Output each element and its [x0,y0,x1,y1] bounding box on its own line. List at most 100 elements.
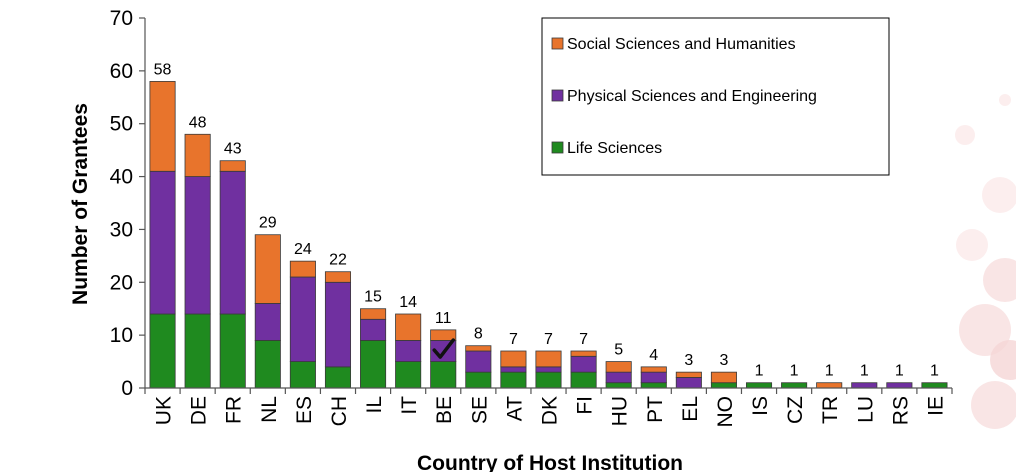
x-tick-label: UK [153,396,176,425]
legend-label: Social Sciences and Humanities [567,36,796,53]
bar-total-label: 1 [755,363,764,380]
bar-segment-ch-physical-sciences-and-engineering [324,281,352,368]
x-tick-label: EL [679,396,702,422]
bar-segment-il-physical-sciences-and-engineering [360,318,387,341]
bar-segment-at-physical-sciences-and-engineering [500,366,527,373]
bar-segment-fi-life-sciences [570,371,597,389]
bar-segment-nl-social-sciences-and-humanities [254,234,281,304]
bar-total-label: 1 [790,363,799,380]
bar-segment-pt-life-sciences [640,382,667,389]
x-tick-label: FR [223,396,246,424]
y-tick-label: 30 [110,218,133,241]
x-tick-label: LU [854,396,877,423]
legend-box [541,17,890,176]
bar-segment-hu-social-sciences-and-humanities [605,361,632,373]
x-tick-label: RS [889,396,912,425]
bar-total-label: 7 [579,331,588,348]
bar-segment-fr-life-sciences [219,313,246,389]
bar-stacks [149,81,948,389]
bar-segment-el-physical-sciences-and-engineering [675,377,702,389]
bar-segment-il-life-sciences [360,340,387,389]
x-tick-label: IS [749,396,772,416]
bar-segment-uk-social-sciences-and-humanities [149,81,176,172]
bar-segment-no-social-sciences-and-humanities [710,371,737,384]
bar-segment-es-physical-sciences-and-engineering [289,276,316,362]
bar-segment-cz-life-sciences [781,382,808,389]
bar-segment-it-life-sciences [395,361,422,389]
bar-segment-fr-physical-sciences-and-engineering [219,170,246,315]
x-axis-title: Country of Host Institution [417,452,683,472]
x-tick-label: IT [398,396,421,415]
decor-circle [971,381,1016,429]
bar-segment-il-social-sciences-and-humanities [360,308,387,320]
x-tick-label: DE [188,396,211,425]
bar-segment-rs-physical-sciences-and-engineering [886,382,913,389]
x-tick-label: ES [293,396,316,424]
x-tick-label: HU [609,396,632,426]
bar-total-label: 3 [684,352,693,369]
bar-segment-de-social-sciences-and-humanities [184,133,211,177]
bar-total-label: 43 [224,141,242,158]
x-axis-ticks: UK DE FR NL ES CH IL IT BE SE AT DK FI HU PT EL NO IS CZ TR… [144,388,953,428]
x-tick-label: NL [258,396,281,423]
bar-total-label: 1 [895,363,904,380]
bar-segment-be-life-sciences [430,361,457,389]
decor-circle [990,340,1016,380]
bar-total-label: 7 [509,331,518,348]
bar-segment-nl-life-sciences [254,340,281,389]
decor-circle [999,94,1011,106]
bar-total-label: 8 [474,326,483,343]
legend-label: Life Sciences [567,140,662,157]
bar-total-label: 14 [399,294,417,311]
bar-segment-de-life-sciences [184,313,211,389]
bar-total-label: 4 [649,347,658,364]
bar-segment-dk-social-sciences-and-humanities [535,350,562,368]
bar-segment-ch-life-sciences [324,366,352,389]
bar-total-label: 15 [364,289,382,306]
y-tick-label: 0 [121,377,133,400]
bar-segment-se-social-sciences-and-humanities [465,345,492,352]
bar-segment-at-social-sciences-and-humanities [500,350,527,368]
bar-segment-ie-life-sciences [921,382,948,389]
x-tick-label: IE [924,396,947,416]
x-tick-label: DK [539,396,562,425]
bar-total-label: 1 [825,363,834,380]
bar-segment-de-physical-sciences-and-engineering [184,176,211,315]
y-axis-title: Number of Grantees [69,103,92,305]
bar-segment-is-life-sciences [745,382,773,389]
bar-segment-tr-social-sciences-and-humanities [816,382,843,389]
checkmark-icon [432,338,455,359]
legend-label: Physical Sciences and Engineering [567,88,817,105]
bar-segment-be-social-sciences-and-humanities [430,329,457,341]
bar-total-label: 11 [435,310,452,327]
decor-circle [955,125,975,145]
decor-circle [956,229,988,261]
bar-segment-it-social-sciences-and-humanities [395,313,422,341]
legend-swatch [551,37,564,50]
legend: Social Sciences and Humanities Physical S… [541,17,890,176]
decor-circle [983,258,1016,302]
legend-swatch [551,89,564,102]
bar-segment-hu-life-sciences [605,382,632,389]
x-tick-label: AT [503,396,526,421]
x-tick-label: SE [468,396,491,424]
bar-segment-pt-social-sciences-and-humanities [640,366,667,373]
bar-total-label: 22 [329,252,347,269]
bar-segment-el-social-sciences-and-humanities [675,371,702,378]
bar-segment-uk-life-sciences [149,313,176,389]
bar-segment-hu-physical-sciences-and-engineering [605,371,632,384]
bar-segment-at-life-sciences [500,371,527,389]
bar-segment-es-life-sciences [289,361,316,389]
y-tick-label: 40 [110,166,133,189]
bar-total-label: 29 [259,215,277,232]
bar-segment-se-physical-sciences-and-engineering [465,350,492,373]
bar-segment-es-social-sciences-and-humanities [289,260,316,278]
x-tick-label: FI [574,396,597,415]
bar-segment-fi-social-sciences-and-humanities [570,350,597,357]
bar-segment-fi-physical-sciences-and-engineering [570,355,597,373]
bar-total-label: 24 [294,241,312,258]
x-tick-label: BE [433,396,456,424]
bar-segment-se-life-sciences [465,371,492,389]
bar-segment-pt-physical-sciences-and-engineering [640,371,667,384]
